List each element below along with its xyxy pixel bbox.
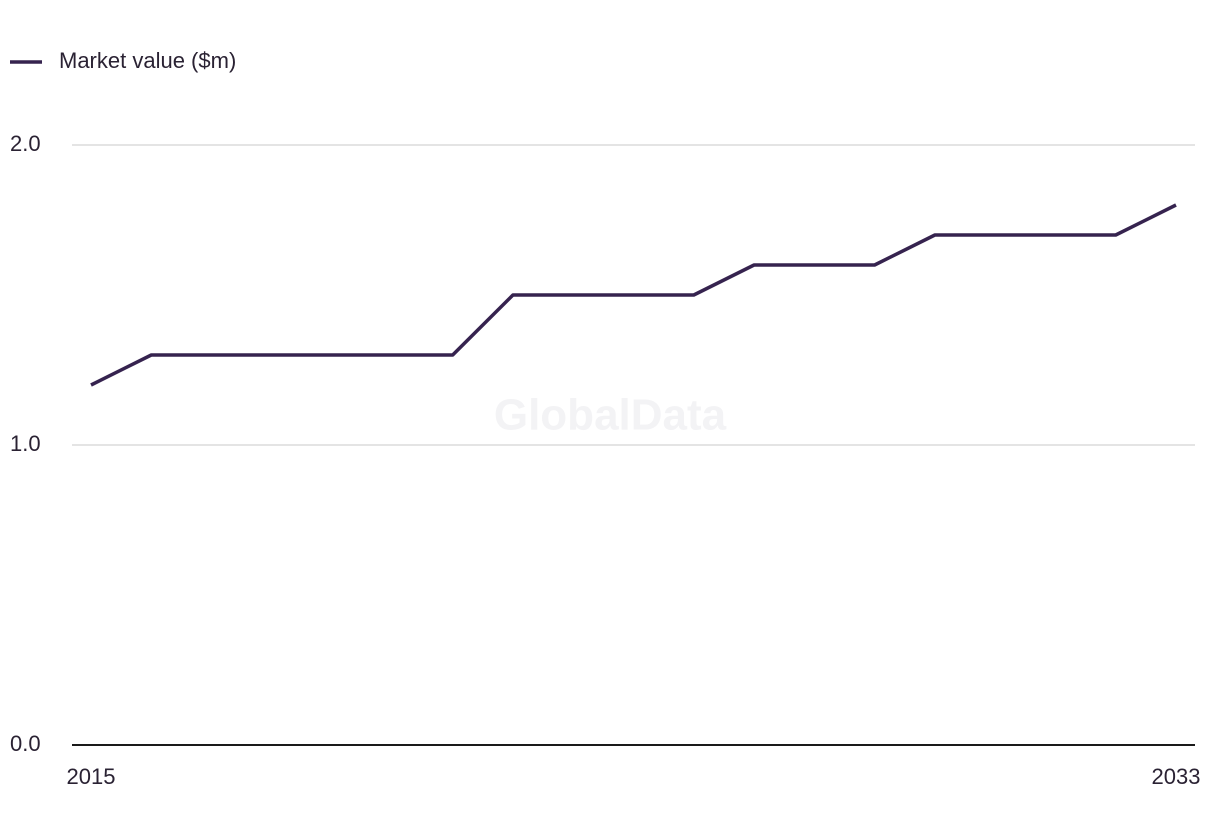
legend-label: Market value ($m) xyxy=(59,48,236,73)
y-tick-label: 0.0 xyxy=(10,731,41,756)
y-tick-label: 1.0 xyxy=(10,431,41,456)
x-tick-label: 2015 xyxy=(67,764,116,789)
x-tick-label: 2033 xyxy=(1152,764,1201,789)
data-line xyxy=(90,203,1177,387)
y-tick-label: 2.0 xyxy=(10,131,41,156)
watermark: GlobalData xyxy=(494,391,727,440)
